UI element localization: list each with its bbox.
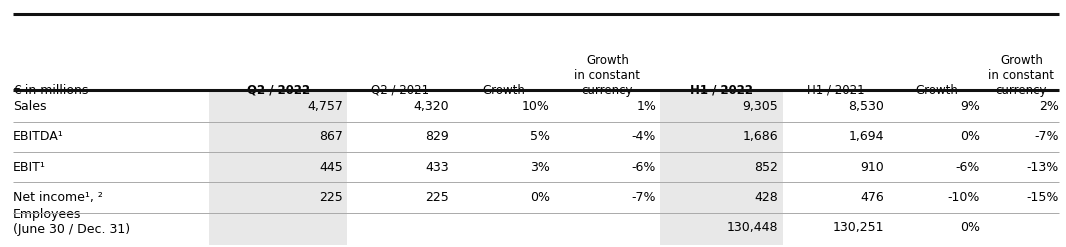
Text: 0%: 0% — [960, 221, 980, 234]
Text: Q2 / 2021: Q2 / 2021 — [371, 84, 430, 97]
Text: Growth
in constant
currency: Growth in constant currency — [988, 54, 1054, 97]
Text: 0%: 0% — [960, 130, 980, 143]
Text: 1,686: 1,686 — [743, 130, 778, 143]
Text: 225: 225 — [319, 191, 343, 204]
Text: H1 / 2022: H1 / 2022 — [690, 84, 753, 97]
Bar — [209, 210, 348, 247]
Text: 1%: 1% — [636, 100, 657, 113]
Text: 130,448: 130,448 — [727, 221, 778, 234]
Text: 476: 476 — [860, 191, 885, 204]
Text: 9%: 9% — [960, 100, 980, 113]
Text: 225: 225 — [425, 191, 449, 204]
Bar — [661, 91, 782, 122]
Text: Q2 / 2022: Q2 / 2022 — [246, 84, 310, 97]
Text: 130,251: 130,251 — [833, 221, 885, 234]
Text: 9,305: 9,305 — [743, 100, 778, 113]
Text: Sales: Sales — [13, 100, 46, 113]
Text: Growth: Growth — [915, 84, 958, 97]
Text: H1 / 2021: H1 / 2021 — [807, 84, 865, 97]
Text: 4,320: 4,320 — [414, 100, 449, 113]
Text: -6%: -6% — [632, 161, 657, 174]
Text: Employees
(June 30 / Dec. 31): Employees (June 30 / Dec. 31) — [13, 208, 130, 236]
Text: -13%: -13% — [1027, 161, 1059, 174]
Bar — [209, 182, 348, 213]
Bar — [661, 152, 782, 182]
Text: 852: 852 — [755, 161, 778, 174]
Text: 445: 445 — [319, 161, 343, 174]
Text: 1,694: 1,694 — [849, 130, 885, 143]
Text: -4%: -4% — [632, 130, 657, 143]
Text: 10%: 10% — [522, 100, 550, 113]
Text: 829: 829 — [425, 130, 449, 143]
Bar — [661, 210, 782, 247]
Bar — [661, 182, 782, 213]
Text: 428: 428 — [755, 191, 778, 204]
Text: 8,530: 8,530 — [849, 100, 885, 113]
Text: -7%: -7% — [632, 191, 657, 204]
Text: EBITDA¹: EBITDA¹ — [13, 130, 64, 143]
Text: Growth: Growth — [482, 84, 526, 97]
Text: 910: 910 — [860, 161, 885, 174]
Text: -7%: -7% — [1034, 130, 1059, 143]
Text: 0%: 0% — [530, 191, 550, 204]
Text: -10%: -10% — [948, 191, 980, 204]
Text: -15%: -15% — [1027, 191, 1059, 204]
Bar — [209, 122, 348, 152]
Bar — [661, 122, 782, 152]
Text: € in millions: € in millions — [13, 84, 88, 97]
Bar — [209, 91, 348, 122]
Text: 3%: 3% — [530, 161, 550, 174]
Text: EBIT¹: EBIT¹ — [13, 161, 46, 174]
Text: Growth
in constant
currency: Growth in constant currency — [575, 54, 641, 97]
Text: 433: 433 — [425, 161, 449, 174]
Text: 5%: 5% — [530, 130, 550, 143]
Text: 4,757: 4,757 — [307, 100, 343, 113]
Text: 867: 867 — [319, 130, 343, 143]
Text: -6%: -6% — [955, 161, 980, 174]
Text: Net income¹, ²: Net income¹, ² — [13, 191, 102, 204]
Text: 2%: 2% — [1038, 100, 1059, 113]
Bar — [209, 152, 348, 182]
